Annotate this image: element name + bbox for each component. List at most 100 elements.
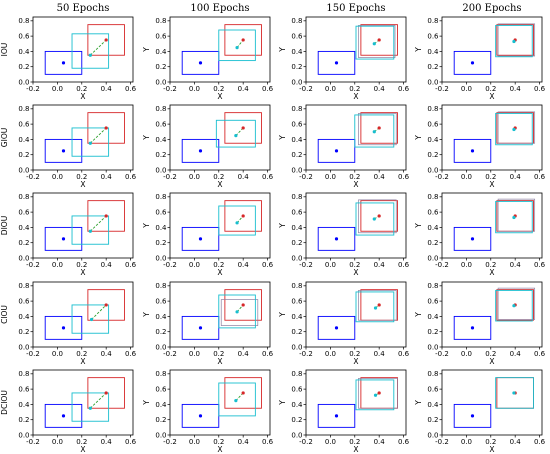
column-title: 100 Epochs bbox=[190, 3, 249, 14]
ground-truth-box bbox=[224, 24, 262, 56]
predicted-center-point bbox=[89, 317, 94, 322]
x-axis-label: X bbox=[489, 445, 494, 454]
predicted-box bbox=[218, 29, 256, 62]
intermediate-box bbox=[358, 199, 397, 234]
y-tick-label: 0.0 bbox=[427, 254, 438, 262]
y-tick-label: 0.6 bbox=[291, 298, 303, 306]
predicted-box bbox=[71, 392, 110, 422]
target-center-point bbox=[61, 237, 66, 241]
y-tick-label: 0.4 bbox=[18, 224, 30, 232]
x-tick-label: 0.0 bbox=[325, 261, 336, 269]
ground-truth-center-point bbox=[377, 38, 381, 42]
x-tick-label: 0.0 bbox=[461, 350, 472, 358]
subplot-panel: -0.2 0.0 0.2 0.4 0.60.00.20.40.60.8XY bbox=[278, 369, 410, 454]
x-tick-label: 0.0 bbox=[325, 85, 336, 93]
y-tick-label: 0.8 bbox=[427, 17, 438, 25]
x-tick-label: 0.2 bbox=[485, 261, 496, 269]
x-tick-label: 0.4 bbox=[101, 350, 113, 358]
y-tick-label: 0.2 bbox=[427, 151, 438, 159]
predicted-box bbox=[71, 304, 110, 334]
predicted-center-point bbox=[235, 221, 239, 225]
subplot-panel: -0.2 0.0 0.2 0.4 0.60.00.20.40.60.8XY bbox=[414, 369, 546, 454]
y-tick-label: 0.6 bbox=[291, 121, 303, 129]
target-box bbox=[181, 138, 220, 163]
x-tick-label: 0.0 bbox=[52, 350, 63, 358]
x-tick-label: -0.2 bbox=[26, 85, 40, 93]
x-tick-label: 0.4 bbox=[374, 350, 386, 358]
intermediate-box bbox=[497, 198, 536, 232]
y-axis-label: Y bbox=[278, 47, 287, 53]
predicted-box bbox=[354, 114, 395, 148]
ground-truth-center-point bbox=[241, 391, 245, 395]
intermediate-box bbox=[358, 378, 398, 409]
target-center-point bbox=[61, 414, 66, 418]
y-tick-label: 0.8 bbox=[18, 370, 29, 378]
y-tick-label: 0.0 bbox=[291, 431, 302, 439]
predicted-box bbox=[71, 127, 110, 157]
x-tick-label: 0.6 bbox=[125, 261, 137, 269]
target-box bbox=[44, 50, 83, 75]
y-tick-label: 0.6 bbox=[155, 209, 167, 217]
target-box bbox=[44, 315, 83, 340]
x-tick-label: -0.2 bbox=[163, 350, 177, 358]
target-box bbox=[453, 50, 492, 75]
y-tick-label: 0.0 bbox=[291, 343, 302, 351]
ground-truth-box bbox=[496, 24, 534, 56]
intermediate-box bbox=[220, 299, 259, 326]
plot-area bbox=[317, 112, 398, 163]
y-tick-label: 0.8 bbox=[18, 193, 29, 201]
target-box bbox=[317, 50, 356, 75]
x-tick-label: 0.6 bbox=[125, 173, 137, 181]
y-tick-label: 0.6 bbox=[155, 33, 167, 41]
center-trajectory bbox=[90, 215, 107, 232]
y-tick-label: 0.4 bbox=[291, 48, 303, 56]
y-tick-label: 0.6 bbox=[155, 298, 167, 306]
column-title: 50 Epochs bbox=[57, 3, 110, 14]
ground-truth-box bbox=[360, 200, 398, 232]
x-axis-label: X bbox=[80, 357, 85, 366]
y-tick-label: 0.2 bbox=[18, 416, 29, 424]
plot-area bbox=[44, 377, 125, 428]
x-tick-label: 0.6 bbox=[262, 261, 274, 269]
subplot-panel: -0.2 0.0 0.2 0.4 0.60.00.20.40.60.8XY bbox=[278, 16, 410, 101]
x-tick-label: 0.0 bbox=[52, 261, 63, 269]
predicted-box bbox=[355, 379, 395, 411]
ground-truth-center-point bbox=[104, 214, 108, 218]
x-axis-label: X bbox=[217, 268, 222, 277]
x-tick-label: 0.2 bbox=[76, 350, 87, 358]
center-trajectory bbox=[90, 39, 107, 56]
x-tick-label: -0.2 bbox=[26, 438, 40, 446]
x-tick-label: 0.2 bbox=[213, 261, 224, 269]
x-axis-label: X bbox=[353, 357, 358, 366]
y-tick-label: 0.6 bbox=[18, 121, 30, 129]
target-center-point bbox=[470, 414, 475, 418]
x-tick-label: 0.0 bbox=[325, 350, 336, 358]
y-tick-label: 0.8 bbox=[427, 370, 438, 378]
y-tick-label: 0.0 bbox=[155, 431, 166, 439]
y-tick-label: 0.6 bbox=[291, 33, 303, 41]
x-tick-label: 0.4 bbox=[238, 350, 250, 358]
y-tick-label: 0.0 bbox=[427, 431, 438, 439]
y-tick-label: 0.6 bbox=[291, 386, 303, 394]
y-tick-label: 0.0 bbox=[427, 343, 438, 351]
y-tick-label: 0.0 bbox=[18, 254, 29, 262]
x-tick-label: 0.0 bbox=[461, 438, 472, 446]
target-box bbox=[181, 226, 220, 251]
axes-frame bbox=[441, 16, 543, 83]
predicted-box bbox=[71, 33, 110, 69]
x-tick-label: 0.2 bbox=[76, 85, 87, 93]
target-center-point bbox=[61, 61, 66, 65]
x-tick-label: -0.2 bbox=[163, 438, 177, 446]
y-axis-label: Y bbox=[278, 400, 287, 406]
x-tick-label: 0.0 bbox=[189, 173, 200, 181]
subplot-panel: -0.2 0.0 0.2 0.4 0.60.00.20.40.60.8XY bbox=[142, 16, 274, 101]
y-tick-label: 0.0 bbox=[427, 166, 438, 174]
ground-truth-center-point bbox=[377, 303, 381, 307]
target-center-point bbox=[334, 237, 339, 241]
y-tick-label: 0.4 bbox=[427, 401, 439, 409]
subplot-panel: -0.2 0.0 0.2 0.4 0.60.00.20.40.60.8XY bbox=[142, 192, 274, 277]
y-tick-label: 0.0 bbox=[155, 254, 166, 262]
target-center-point bbox=[470, 61, 475, 65]
x-tick-label: 0.6 bbox=[398, 438, 410, 446]
x-tick-label: 0.4 bbox=[238, 261, 250, 269]
